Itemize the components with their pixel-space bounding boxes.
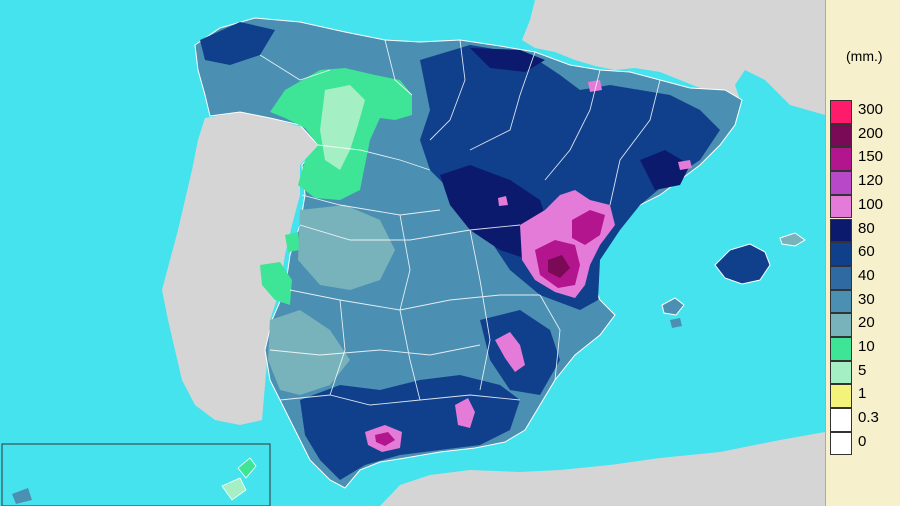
legend-swatch	[830, 266, 852, 290]
legend-swatch	[830, 195, 852, 219]
legend-swatch	[830, 290, 852, 314]
legend-unit-label: (mm.)	[846, 48, 883, 64]
legend-swatch	[830, 219, 852, 243]
legend-tick-label: 1	[858, 386, 866, 402]
legend-tick-label: 60	[858, 244, 875, 260]
legend-tick-label: 100	[858, 197, 883, 213]
legend-tick-label: 40	[858, 268, 875, 284]
legend-swatch	[830, 408, 852, 432]
legend-swatch	[830, 432, 852, 456]
legend-tick-label: 300	[858, 102, 883, 118]
legend-tick-label: 150	[858, 149, 883, 165]
legend-tick-label: 30	[858, 292, 875, 308]
legend-tick-label: 80	[858, 221, 875, 237]
legend-swatch	[830, 171, 852, 195]
legend-tick-label: 200	[858, 126, 883, 142]
legend-tick-label: 120	[858, 173, 883, 189]
legend-tick-label: 0	[858, 434, 866, 450]
legend-swatch	[830, 100, 852, 124]
legend-swatch	[830, 124, 852, 148]
legend-scale: 300 200 150 120 100 80 60 40 30 20 10 5 1 0.3 0	[826, 100, 900, 460]
map-canvas	[0, 0, 825, 506]
legend-swatch	[830, 384, 852, 408]
legend-swatch	[830, 313, 852, 337]
legend-tick-label: 10	[858, 339, 875, 355]
legend-swatch	[830, 337, 852, 361]
legend-tick-label: 0.3	[858, 410, 879, 426]
legend-tick-label: 5	[858, 363, 866, 379]
legend-swatch	[830, 242, 852, 266]
legend-tick-label: 20	[858, 315, 875, 331]
legend-panel: (mm.) 300 200 150 120 100 80 60 40 30 20 10 5 1 0.3 0	[825, 0, 900, 506]
legend-swatch	[830, 361, 852, 385]
legend-swatch	[830, 147, 852, 171]
